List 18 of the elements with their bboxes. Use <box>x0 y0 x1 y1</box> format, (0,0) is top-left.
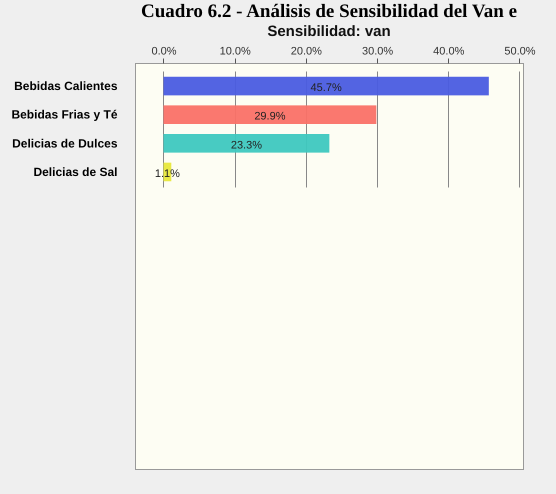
chart-title: Cuadro 6.2 - Análisis de Sensibilidad del Van e <box>140 1 518 22</box>
x-tick-label: 20.0% <box>290 46 322 58</box>
bar <box>163 76 489 96</box>
y-tick-label: Delicias de Dulces <box>12 136 118 150</box>
bar <box>163 134 330 153</box>
x-tick-label: 30.0% <box>362 46 394 58</box>
bar <box>163 105 376 124</box>
data-label: 23.3% <box>230 139 262 152</box>
data-label: 45.7% <box>310 82 342 94</box>
y-tick-label: Bebidas Calientes <box>14 79 118 94</box>
chart-subtitle: Sensibilidad: van <box>267 23 391 40</box>
x-tick-label: 0.0% <box>151 46 177 58</box>
x-tick-label: 40.0% <box>433 46 465 58</box>
y-tick-label: Bebidas Frias y Té <box>11 108 118 122</box>
x-tick-label: 50.0% <box>504 46 536 58</box>
data-label: 29.9% <box>254 110 286 123</box>
x-tick-label: 10.0% <box>220 46 251 58</box>
y-tick-label: Delicias de Sal <box>33 164 118 179</box>
